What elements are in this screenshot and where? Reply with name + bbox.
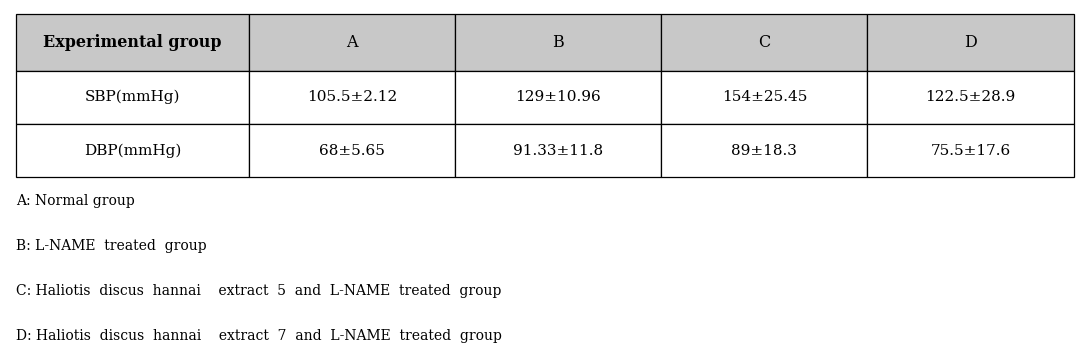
Text: A: Normal group: A: Normal group [16, 194, 135, 208]
Text: D: D [965, 34, 977, 51]
Bar [16, 124, 249, 177]
Text: B: B [553, 34, 565, 51]
Text: 154±25.45: 154±25.45 [722, 90, 807, 104]
Bar [868, 124, 1074, 177]
Bar [868, 71, 1074, 124]
Text: Experimental group: Experimental group [44, 34, 222, 51]
Bar [662, 124, 868, 177]
Text: 105.5±2.12: 105.5±2.12 [307, 90, 397, 104]
Text: 75.5±17.6: 75.5±17.6 [931, 143, 1010, 158]
Text: 68±5.65: 68±5.65 [319, 143, 385, 158]
Text: B: L-NAME  treated  group: B: L-NAME treated group [16, 239, 207, 253]
Bar [868, 14, 1074, 71]
Text: 122.5±28.9: 122.5±28.9 [925, 90, 1016, 104]
Bar [16, 71, 249, 124]
Bar [456, 71, 662, 124]
Text: C: Haliotis  discus  hannai    extract  5  and  L-NAME  treated  group: C: Haliotis discus hannai extract 5 and … [16, 284, 501, 298]
Bar [662, 71, 868, 124]
Bar [16, 14, 249, 71]
Text: 91.33±11.8: 91.33±11.8 [513, 143, 603, 158]
Text: 89±18.3: 89±18.3 [731, 143, 797, 158]
Text: A: A [347, 34, 358, 51]
Text: C: C [759, 34, 771, 51]
Bar [249, 71, 456, 124]
Text: D: Haliotis  discus  hannai    extract  7  and  L-NAME  treated  group: D: Haliotis discus hannai extract 7 and … [16, 329, 502, 343]
Bar [662, 14, 868, 71]
Bar [456, 14, 662, 71]
Text: 129±10.96: 129±10.96 [516, 90, 601, 104]
Bar [249, 14, 456, 71]
Text: SBP(mmHg): SBP(mmHg) [85, 90, 181, 104]
Bar [249, 124, 456, 177]
Bar [456, 124, 662, 177]
Text: DBP(mmHg): DBP(mmHg) [84, 143, 181, 158]
